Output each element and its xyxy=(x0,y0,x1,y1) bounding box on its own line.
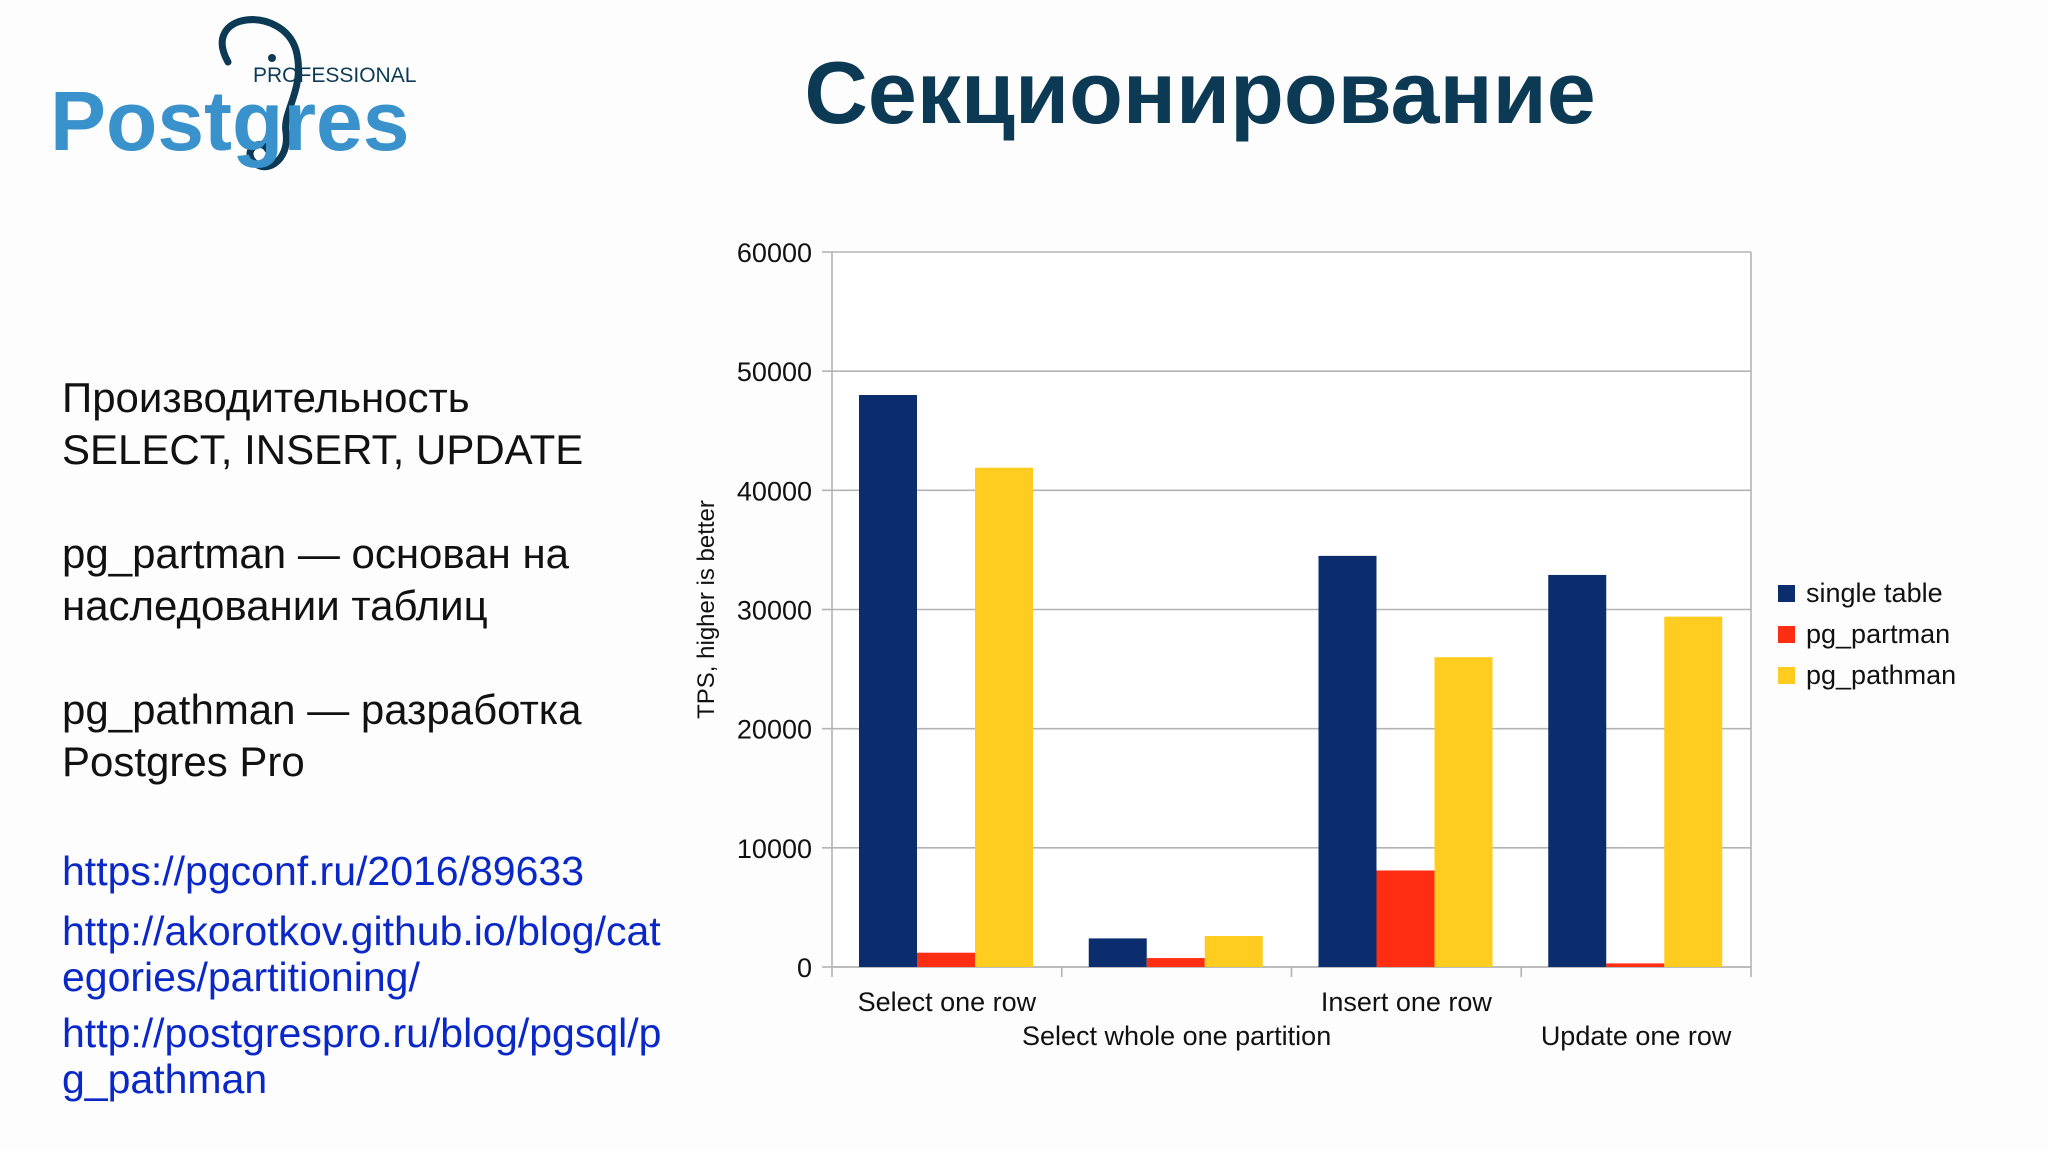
y-axis-label: TPS, higher is better xyxy=(693,500,720,719)
link-akorotkov-blog[interactable]: http://akorotkov.github.io/blog/categori… xyxy=(62,908,661,1000)
logo-professional: PROFESSIONAL xyxy=(253,64,416,87)
y-tick-label: 10000 xyxy=(737,834,812,864)
bar-pg-partman xyxy=(917,952,975,967)
bar-pg-pathman xyxy=(1664,616,1723,967)
x-category-label: Select whole one partition xyxy=(1022,1021,1331,1051)
bar-single-table xyxy=(1548,574,1607,967)
text-line: наследовании таблиц xyxy=(62,582,488,629)
links-list: https://pgconf.ru/2016/89633 http://akor… xyxy=(62,848,682,1102)
y-tick-label: 40000 xyxy=(737,476,812,506)
postgres-professional-logo: PROFESSIONAL Postgres xyxy=(50,16,416,171)
legend-label: single table xyxy=(1806,578,1943,608)
legend-label: pg_pathman xyxy=(1806,660,1956,690)
legend-label: pg_partman xyxy=(1806,619,1950,649)
slide-title: Секционирование xyxy=(804,43,1596,142)
bar-pg-partman xyxy=(1606,963,1665,967)
link-postgrespro-blog[interactable]: http://postgrespro.ru/blog/pgsql/pg_path… xyxy=(62,1010,662,1102)
y-tick-label: 0 xyxy=(797,953,812,983)
y-tick-label: 50000 xyxy=(737,357,812,387)
y-tick-label: 30000 xyxy=(737,596,812,626)
x-category-label: Update one row xyxy=(1541,1021,1732,1051)
y-tick-label: 20000 xyxy=(737,715,812,745)
x-category-label: Insert one row xyxy=(1321,987,1493,1017)
x-category-label: Select one row xyxy=(858,987,1037,1017)
text-line: Postgres Pro xyxy=(62,738,305,785)
text-line: pg_pathman — разработка xyxy=(62,686,582,733)
bar-single-table xyxy=(1088,938,1147,967)
elephant-eye-icon xyxy=(268,54,276,62)
legend-swatch xyxy=(1778,667,1795,684)
legend-swatch xyxy=(1778,626,1795,643)
logo-postgres: Postgres xyxy=(50,74,409,168)
bar-pg-pathman xyxy=(1204,936,1263,967)
bar-single-table xyxy=(859,395,917,967)
bar-pg-pathman xyxy=(975,467,1033,967)
y-tick-label: 60000 xyxy=(737,238,812,268)
link-pgconf[interactable]: https://pgconf.ru/2016/89633 xyxy=(62,848,585,894)
bar-pg-partman xyxy=(1146,958,1205,967)
bar-pg-partman xyxy=(1376,870,1435,967)
bar-single-table xyxy=(1318,555,1377,967)
body-text: Производительность SELECT, INSERT, UPDAT… xyxy=(62,372,682,788)
text-line: SELECT, INSERT, UPDATE xyxy=(62,426,584,473)
tps-bar-chart: 0 10000 20000 30000 40000 50000 60000 TPS, high… xyxy=(693,238,1956,1051)
text-line: pg_partman — основан на xyxy=(62,530,570,577)
legend-swatch xyxy=(1778,585,1795,602)
bar-pg-pathman xyxy=(1434,657,1493,967)
elephant-icon xyxy=(218,16,302,171)
text-line: Производительность xyxy=(62,374,470,421)
